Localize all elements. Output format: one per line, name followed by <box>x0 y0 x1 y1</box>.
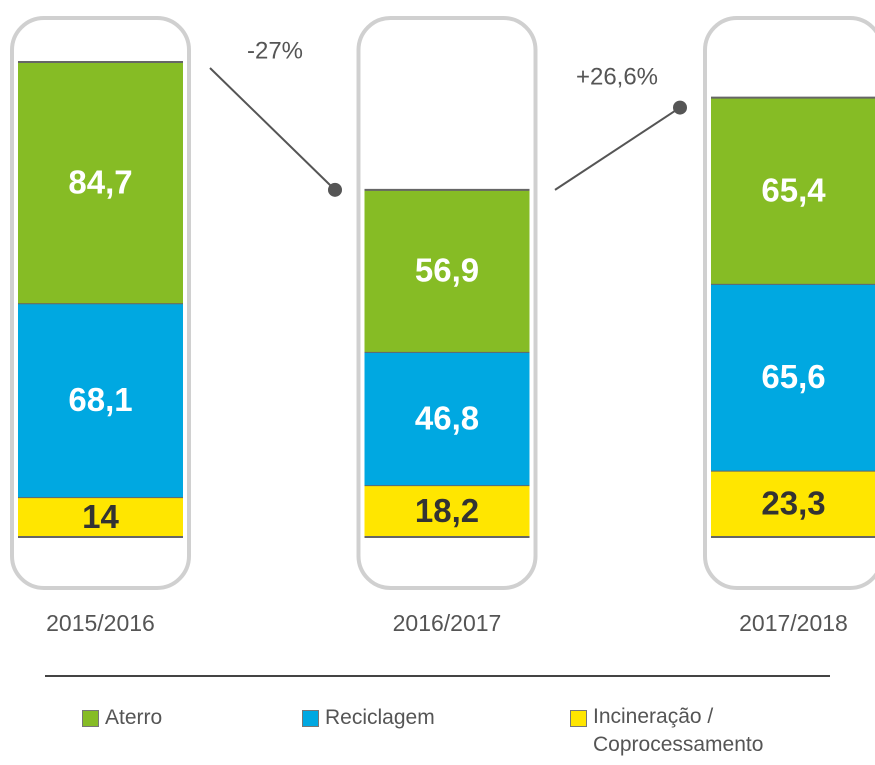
legend-item: Aterro <box>82 706 162 730</box>
legend-item: Incineração / Coprocessamento <box>570 705 793 759</box>
x-tick-label: 2015/2016 <box>46 610 155 636</box>
bar-segment <box>364 351 530 486</box>
value-label: 23,3 <box>761 485 825 522</box>
connector <box>554 106 681 191</box>
connector <box>209 67 336 191</box>
value-label: 56,9 <box>415 252 479 289</box>
bar-segment <box>18 303 183 498</box>
bar-segment <box>18 497 183 537</box>
bar-segment <box>364 189 530 352</box>
x-tick-label: 2016/2017 <box>393 610 502 636</box>
connector-dot <box>328 182 342 197</box>
annotation: +26,6% <box>576 63 658 90</box>
chart: 14 68,1 84,7 2015/2016 18,2 46,8 56,9 2016/2017… <box>10 16 875 677</box>
value-label: 46,8 <box>415 399 479 436</box>
bar-segment <box>711 283 875 471</box>
legend-label: Reciclagem <box>325 706 435 729</box>
value-label: 68,1 <box>68 381 132 418</box>
legend-item: Reciclagem <box>302 706 435 730</box>
value-label: 65,4 <box>761 171 826 208</box>
connector-dot <box>673 100 687 115</box>
value-label: 14 <box>82 498 119 535</box>
value-label: 84,7 <box>68 163 132 200</box>
bar-segment <box>711 470 875 537</box>
bar-segment <box>711 97 875 284</box>
value-label: 65,6 <box>761 358 825 395</box>
legend-swatch <box>82 710 99 727</box>
legend-swatch <box>570 710 587 727</box>
legend-swatch <box>302 710 319 727</box>
bar-segment <box>18 62 183 304</box>
annotation: -27% <box>247 37 303 64</box>
legend-label: Aterro <box>105 706 163 729</box>
x-tick-label: 2017/2018 <box>739 610 848 636</box>
bar-segment <box>364 485 530 537</box>
legend-label: Incineração / Coprocessamento <box>593 705 764 756</box>
value-label: 18,2 <box>415 492 479 529</box>
